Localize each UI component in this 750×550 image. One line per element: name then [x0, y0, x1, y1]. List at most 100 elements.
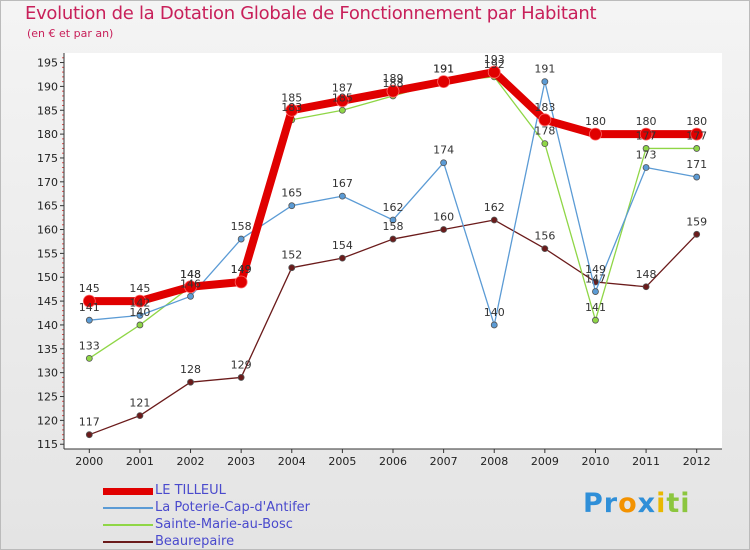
- legend-swatch: [103, 507, 153, 509]
- data-point: [338, 106, 346, 114]
- data-label: 180: [585, 115, 606, 128]
- data-point: [187, 292, 194, 300]
- data-point: [589, 127, 602, 141]
- chart-title: Evolution de la Dotation Globale de Fonc…: [25, 3, 597, 24]
- data-point: [184, 280, 197, 294]
- data-label: 146: [180, 277, 201, 290]
- data-point: [133, 294, 147, 308]
- data-label: 167: [332, 177, 353, 190]
- data-label: 183: [281, 101, 302, 114]
- data-point: [639, 127, 653, 141]
- data-point: [437, 75, 451, 89]
- data-point: [187, 378, 194, 386]
- x-tick-label: 2003: [227, 455, 255, 468]
- data-label: 171: [686, 158, 707, 171]
- data-label: 177: [636, 129, 657, 142]
- data-label: 191: [534, 63, 555, 76]
- y-tick-label: 150: [37, 271, 58, 284]
- data-point: [693, 230, 701, 238]
- logo-part: i: [656, 488, 667, 519]
- x-tick-label: 2001: [126, 455, 154, 468]
- legend-label: La Poterie-Cap-d'Antifer: [155, 500, 310, 515]
- data-point: [538, 113, 552, 127]
- data-point: [592, 288, 599, 295]
- data-label: 147: [585, 273, 606, 286]
- legend-label: LE TILLEUL: [155, 483, 226, 498]
- x-tick-label: 2011: [632, 455, 660, 468]
- data-point: [642, 164, 650, 171]
- data-label: 162: [484, 201, 505, 214]
- data-label: 140: [484, 306, 505, 319]
- x-tick-label: 2004: [278, 455, 306, 468]
- data-label: 180: [636, 115, 657, 128]
- y-tick-label: 180: [37, 128, 58, 141]
- data-label: 173: [636, 149, 657, 162]
- x-tick-label: 2005: [328, 455, 356, 468]
- data-label: 142: [129, 296, 150, 309]
- y-tick-label: 175: [37, 152, 58, 165]
- y-tick-label: 115: [37, 438, 58, 451]
- plot-area: [64, 53, 722, 449]
- data-label: 145: [129, 282, 150, 295]
- data-label: 141: [585, 301, 606, 314]
- data-point: [389, 235, 397, 243]
- data-label: 133: [79, 339, 100, 352]
- data-label: 128: [180, 363, 201, 376]
- y-tick-label: 165: [37, 200, 58, 213]
- data-label: 148: [180, 268, 201, 281]
- y-tick-label: 170: [37, 176, 58, 189]
- data-label: 149: [585, 263, 606, 276]
- data-label: 158: [231, 220, 252, 233]
- data-point: [85, 316, 93, 324]
- data-point: [288, 202, 296, 210]
- data-point: [487, 65, 501, 79]
- data-point: [288, 264, 296, 272]
- data-point: [541, 140, 549, 148]
- x-tick-label: 2000: [75, 455, 103, 468]
- data-label: 187: [332, 82, 353, 95]
- legend-swatch: [103, 487, 153, 495]
- data-point: [690, 127, 704, 141]
- data-point: [285, 103, 299, 117]
- proxiti-logo: Proxiti: [583, 488, 691, 519]
- data-point: [136, 321, 144, 329]
- legend-swatch: [103, 524, 153, 526]
- data-label: 154: [332, 239, 353, 252]
- data-label: 165: [281, 187, 302, 200]
- data-point: [541, 78, 549, 86]
- data-label: 148: [636, 268, 657, 281]
- data-point: [693, 145, 701, 152]
- data-label: 185: [332, 91, 353, 104]
- data-label: 183: [534, 101, 555, 114]
- data-point: [237, 374, 245, 381]
- data-point: [386, 84, 400, 98]
- y-tick-label: 145: [37, 295, 58, 308]
- data-label: 148: [180, 268, 201, 281]
- x-tick-label: 2002: [177, 455, 205, 468]
- logo-part: Pr: [583, 488, 619, 519]
- data-point: [642, 145, 650, 152]
- legend-swatch: [103, 541, 153, 543]
- data-point: [541, 245, 549, 253]
- data-label: 193: [484, 53, 505, 66]
- logo-part: ti: [666, 488, 691, 519]
- legend-label: Beaurepaire: [155, 534, 235, 549]
- y-tick-label: 140: [37, 319, 58, 332]
- data-label: 177: [686, 129, 707, 142]
- data-label: 140: [129, 306, 150, 319]
- x-tick-label: 2008: [480, 455, 508, 468]
- data-label: 162: [383, 201, 404, 214]
- y-tick-label: 125: [37, 391, 58, 404]
- data-point: [592, 316, 599, 324]
- x-tick-label: 2012: [683, 455, 711, 468]
- data-label: 159: [686, 215, 707, 228]
- y-tick-label: 155: [37, 247, 58, 260]
- data-point: [136, 312, 144, 319]
- y-tick-label: 160: [37, 224, 58, 237]
- logo-part: o: [618, 488, 638, 519]
- x-tick-label: 2006: [379, 455, 407, 468]
- chart-subtitle: (en € et par an): [27, 27, 114, 40]
- data-point: [85, 354, 93, 362]
- data-label: 141: [79, 301, 100, 314]
